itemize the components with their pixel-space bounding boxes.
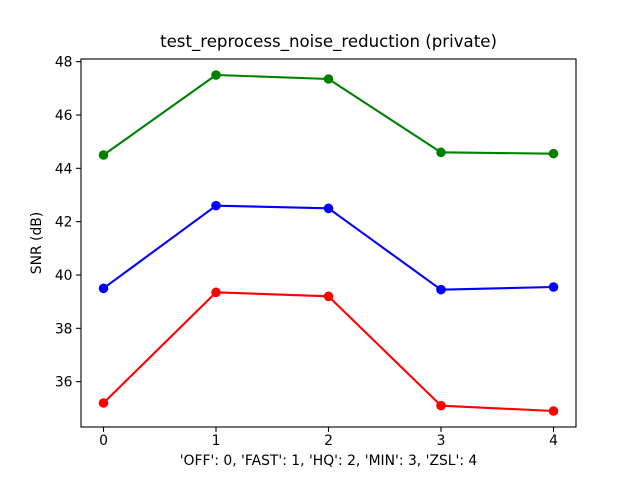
series-line-blue bbox=[102, 204, 554, 291]
data-point-green bbox=[211, 70, 221, 80]
data-point-green bbox=[323, 74, 334, 84]
y-tick-label: 42 bbox=[55, 215, 73, 231]
y-tick-label: 48 bbox=[55, 55, 73, 71]
plot-border bbox=[80, 58, 577, 428]
data-point-green bbox=[98, 150, 109, 160]
y-tick-label: 46 bbox=[55, 108, 73, 124]
y-tick-label: 44 bbox=[55, 161, 73, 177]
data-point-green bbox=[548, 148, 559, 159]
chart-title: test_reprocess_noise_reduction (private) bbox=[160, 32, 497, 52]
y-tick-label: 36 bbox=[55, 375, 73, 391]
data-point-red bbox=[211, 287, 221, 298]
series-line-green bbox=[102, 73, 554, 156]
data-point-red bbox=[323, 291, 334, 302]
series-line-red bbox=[102, 291, 554, 413]
x-tick-label: 4 bbox=[549, 433, 558, 449]
x-tick-label: 3 bbox=[437, 433, 446, 449]
x-tick-label: 0 bbox=[99, 433, 108, 449]
data-series bbox=[98, 70, 559, 416]
plot-frame bbox=[80, 58, 577, 428]
x-tick-label: 2 bbox=[324, 433, 333, 449]
data-point-blue bbox=[323, 203, 334, 214]
x-axis-label: 'OFF': 0, 'FAST': 1, 'HQ': 2, 'MIN': 3, … bbox=[180, 453, 478, 469]
data-point-blue bbox=[211, 200, 221, 211]
y-tick-label: 40 bbox=[55, 268, 73, 284]
data-point-red bbox=[436, 400, 446, 411]
x-tick-label: 1 bbox=[212, 433, 221, 449]
data-point-blue bbox=[98, 283, 109, 294]
y-tick-label: 38 bbox=[55, 321, 73, 337]
data-point-blue bbox=[548, 282, 559, 292]
data-point-green bbox=[436, 147, 446, 158]
data-point-red bbox=[98, 398, 109, 408]
y-axis-label: SNR (dB) bbox=[29, 212, 45, 274]
data-point-red bbox=[548, 406, 559, 416]
data-point-blue bbox=[436, 284, 446, 295]
